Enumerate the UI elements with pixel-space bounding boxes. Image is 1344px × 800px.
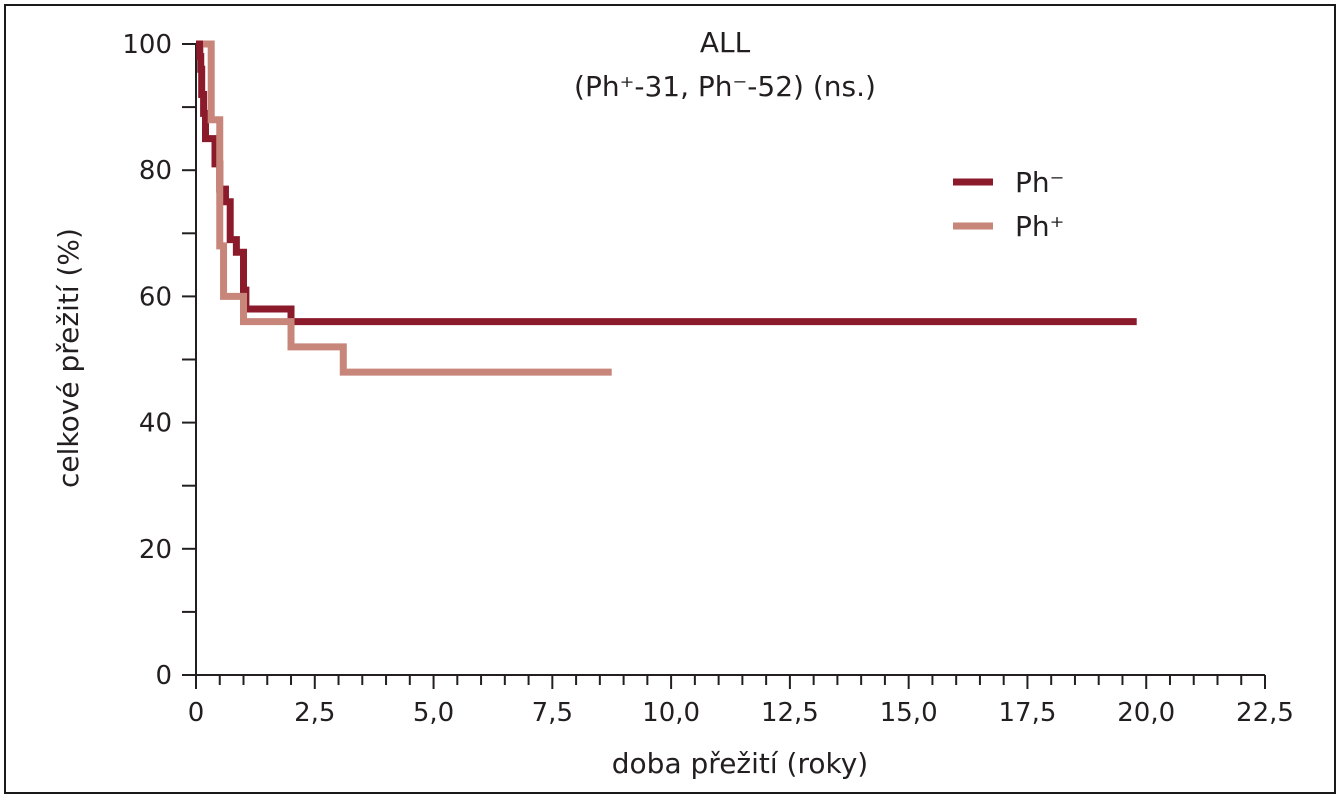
x-tick-label: 20,0 — [1117, 698, 1175, 728]
x-tick-label: 15,0 — [880, 698, 938, 728]
y-tick-label: 40 — [139, 409, 172, 439]
x-tick-label: 10,0 — [642, 698, 700, 728]
chart-subtitle: (Ph⁺-31, Ph⁻-52) (ns.) — [574, 70, 876, 103]
series-line-1 — [203, 40, 612, 376]
x-tick-label: 2,5 — [294, 698, 335, 728]
series-layer — [196, 40, 1137, 376]
legend: Ph⁻ Ph⁺ — [953, 166, 1064, 243]
y-tick-label: 60 — [139, 282, 172, 312]
y-tick-label: 20 — [139, 535, 172, 565]
chart-frame — [4, 4, 1336, 794]
x-tick-label: 7,5 — [532, 698, 573, 728]
x-axis-title: doba přežití (roky) — [612, 747, 868, 780]
chart-title: ALL — [700, 26, 751, 59]
x-tick-label: 22,5 — [1236, 698, 1294, 728]
x-tick-label: 17,5 — [998, 698, 1056, 728]
y-tick-label: 0 — [155, 661, 172, 691]
x-tick-label: 12,5 — [761, 698, 819, 728]
y-tick-label: 100 — [122, 30, 172, 60]
legend-label: Ph⁺ — [1015, 210, 1064, 243]
axes: 0 20 40 60 80 100 0 2,5 5,0 7,5 10,0 12,5 15,0 17,5 20… — [122, 30, 1294, 728]
y-tick-label: 80 — [139, 156, 172, 186]
y-axis-title: celkové přežití (%) — [52, 228, 85, 488]
x-tick-label: 0 — [188, 698, 205, 728]
x-tick-label: 5,0 — [413, 698, 454, 728]
legend-label: Ph⁻ — [1015, 166, 1064, 199]
